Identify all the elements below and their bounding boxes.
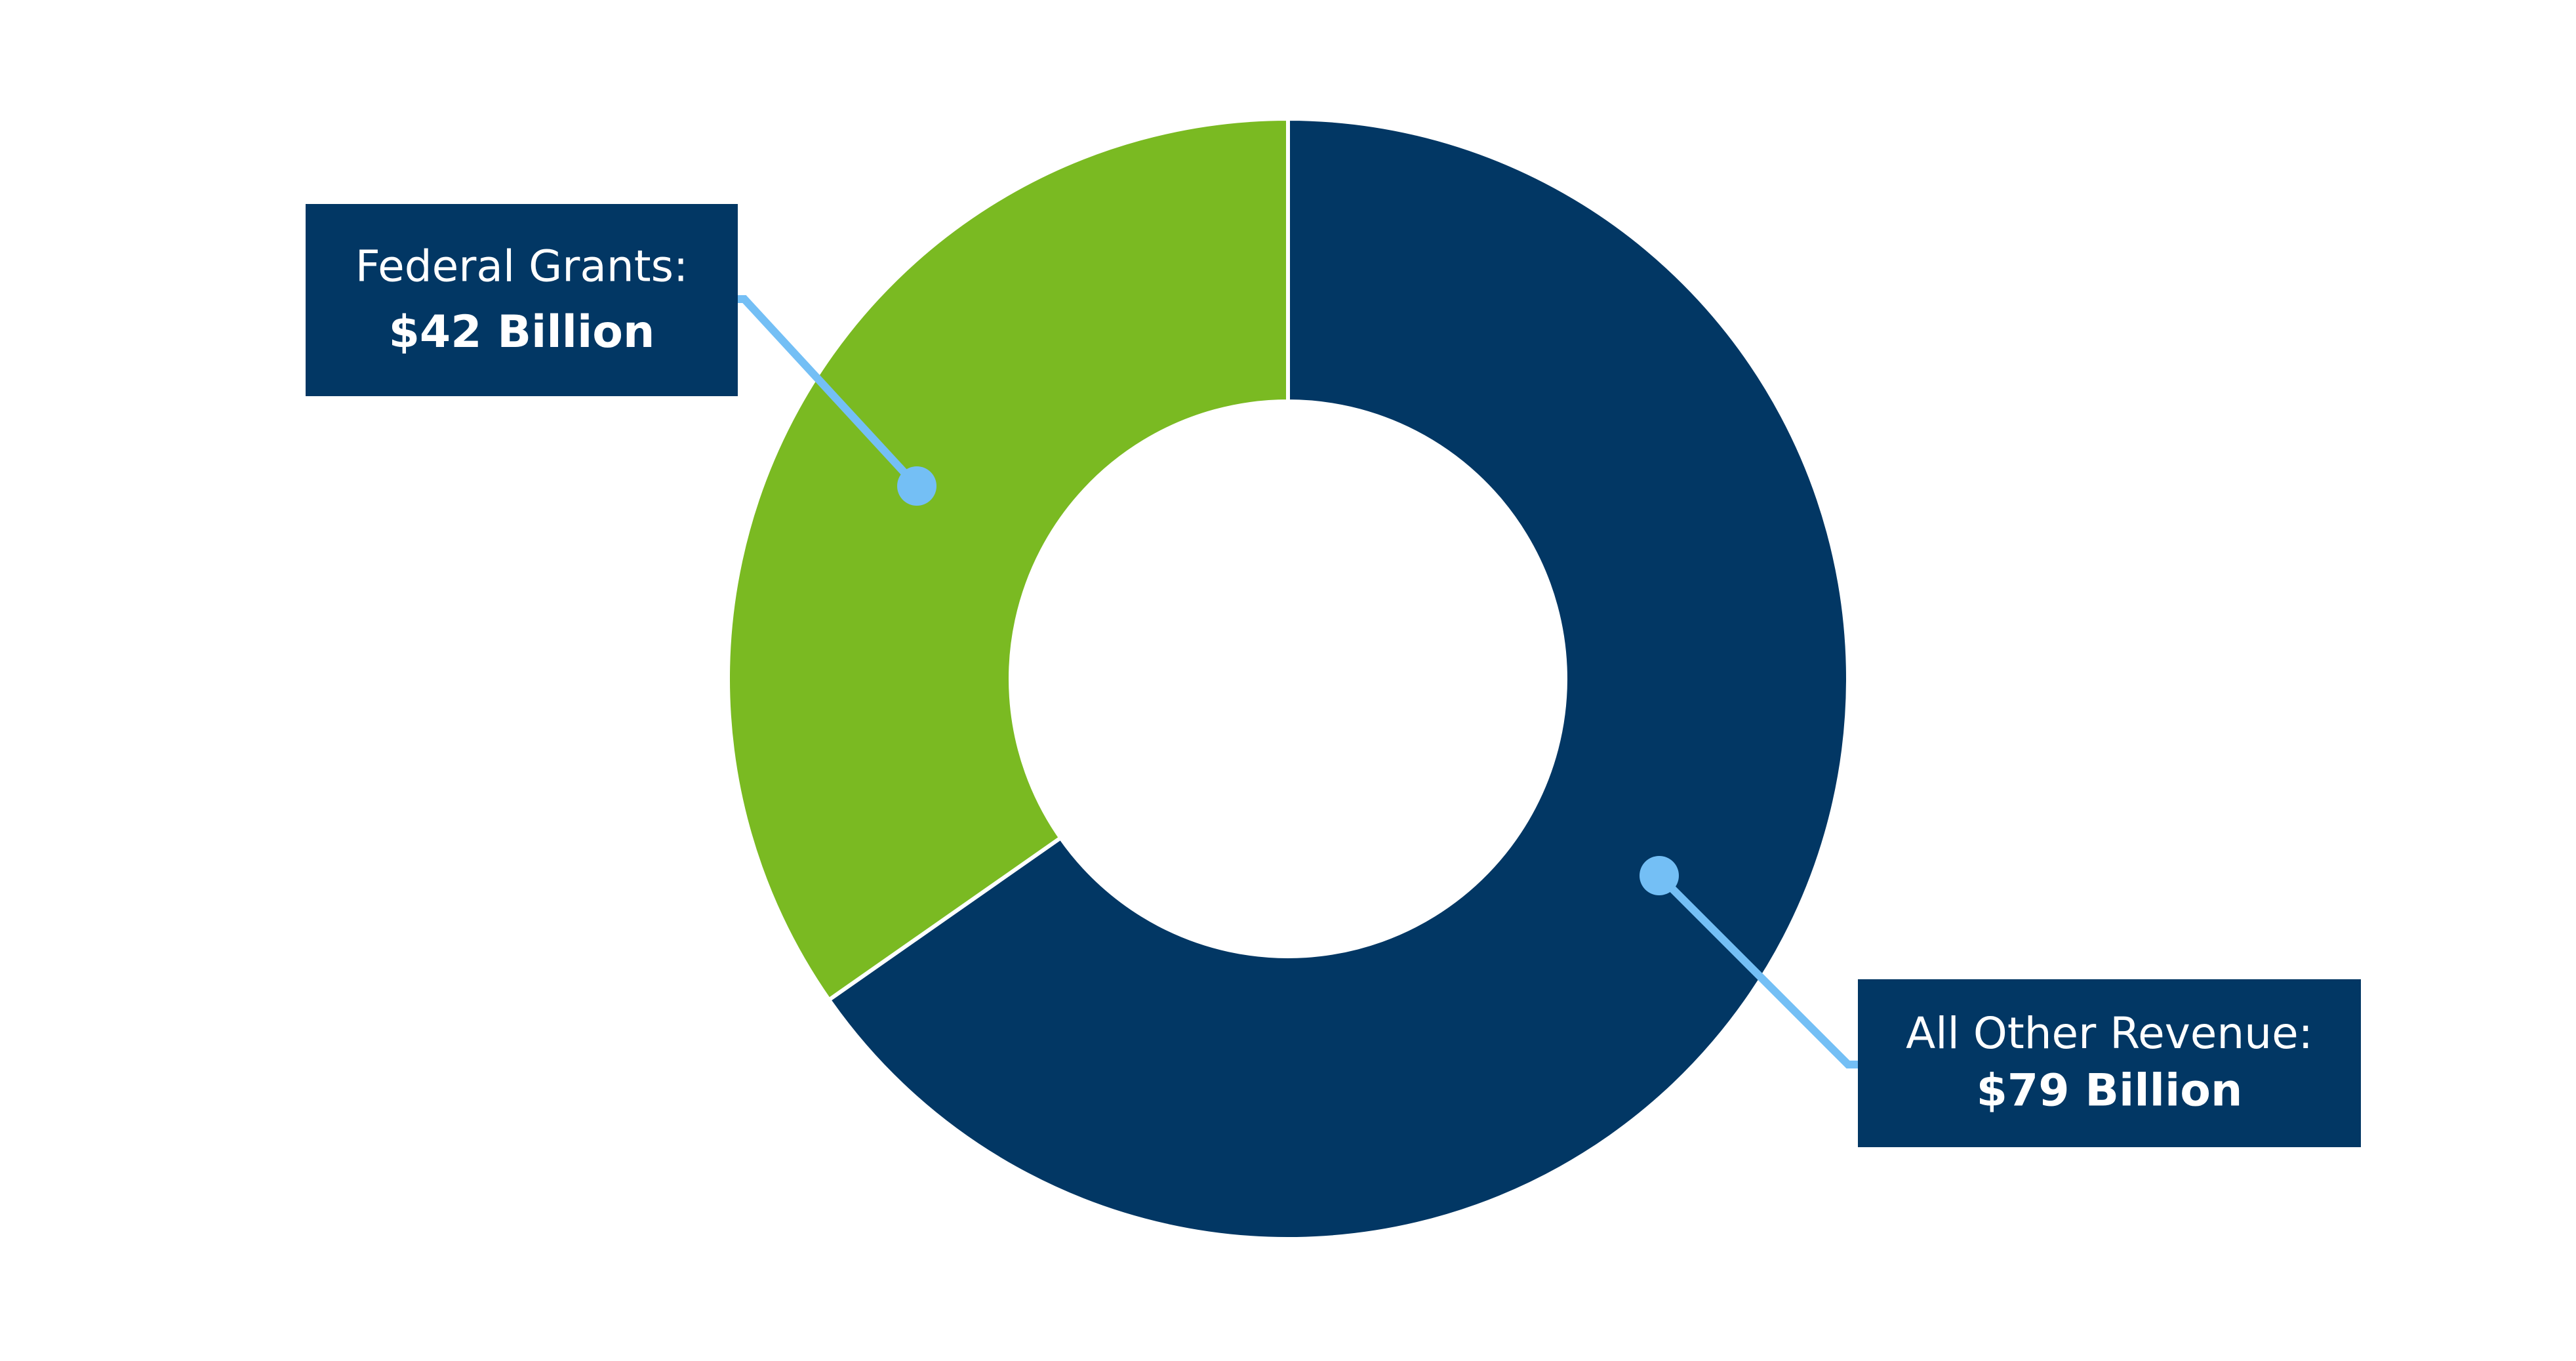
label-box — [1858, 979, 2361, 1147]
donut-slice — [826, 116, 1850, 1241]
donut-slice — [726, 116, 1290, 1003]
leader-dot — [1640, 856, 1679, 895]
label-box — [306, 204, 738, 396]
category-label: All Other Revenue: — [1906, 1008, 2313, 1059]
value-label: $79 Billion — [1977, 1065, 2243, 1117]
leader-line — [1656, 872, 1858, 1068]
category-label: Federal Grants: — [355, 241, 688, 292]
value-label: $42 Billion — [389, 306, 655, 358]
leader-line — [738, 295, 920, 489]
leader-dot — [897, 466, 936, 506]
